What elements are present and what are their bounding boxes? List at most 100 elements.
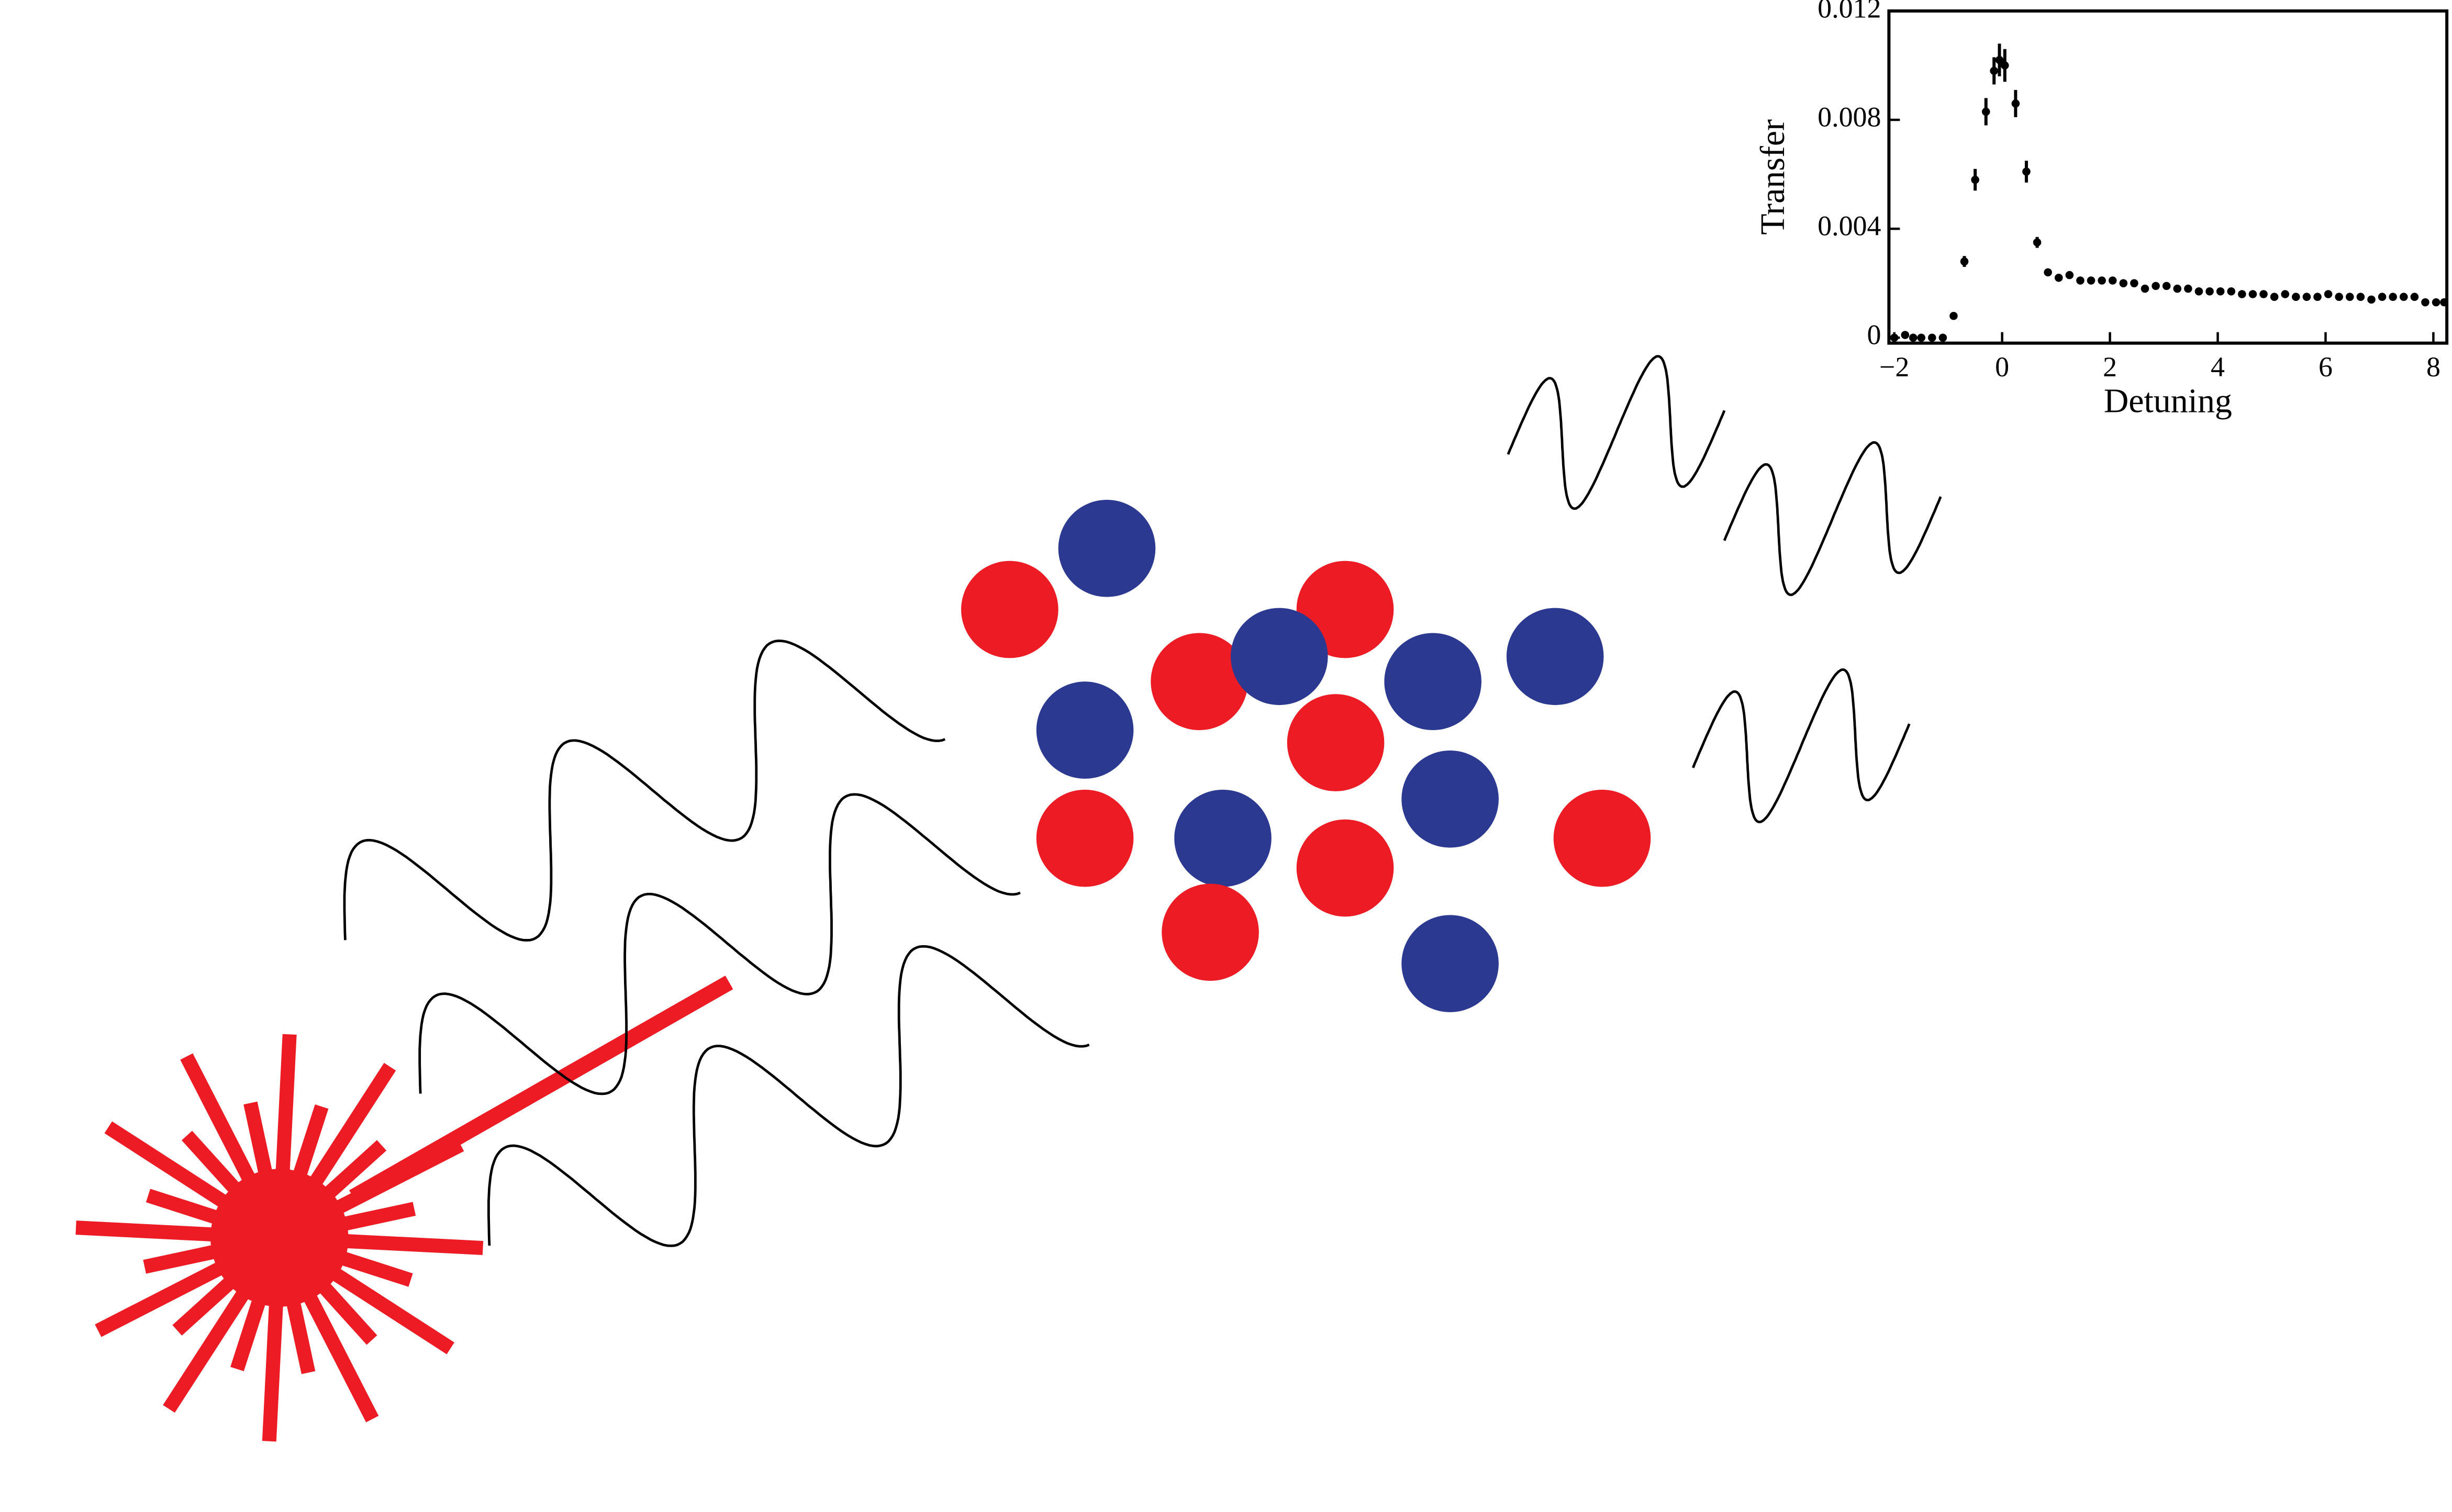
x-axis-label: Detuning: [2104, 382, 2232, 420]
wave: [418, 793, 1021, 1095]
blue-particle: [1174, 789, 1272, 887]
wave: [487, 945, 1090, 1247]
burst-ray: [279, 1230, 484, 1255]
data-point: [2227, 287, 2236, 296]
data-point: [2098, 276, 2106, 285]
blue-particle: [1036, 681, 1134, 779]
y-tick-label: 0: [1867, 319, 1881, 351]
red-particle: [1553, 789, 1651, 887]
x-tick-label: 2: [2103, 351, 2117, 383]
wave: [1507, 355, 1726, 510]
data-point: [2302, 293, 2311, 301]
y-tick-label: 0.012: [1818, 0, 1881, 24]
red-particle: [1287, 694, 1385, 791]
red-particle: [961, 561, 1058, 658]
data-point: [2410, 293, 2419, 301]
blue-particle: [1401, 751, 1499, 848]
data-point: [2313, 293, 2322, 301]
data-point: [2324, 290, 2333, 298]
data-point: [1960, 257, 1969, 266]
wave: [1691, 668, 1911, 823]
data-point: [2000, 61, 2009, 70]
data-point: [2184, 284, 2192, 293]
data-point: [2389, 293, 2397, 301]
waves: [343, 355, 1942, 1247]
data-point: [2346, 293, 2354, 301]
laser-beam: [349, 976, 733, 1204]
data-point: [2216, 287, 2225, 296]
red-particle: [1036, 789, 1134, 887]
data-point: [2152, 282, 2160, 290]
data-point: [1909, 333, 1918, 342]
data-point: [1917, 333, 1925, 342]
blue-particle: [1230, 608, 1328, 705]
data-point: [2270, 293, 2279, 301]
data-point: [1995, 55, 2004, 64]
blue-particle: [1058, 500, 1156, 597]
y-axis-label: Transfer: [1754, 119, 1792, 235]
data-point: [2087, 276, 2096, 285]
burst-ray: [272, 1034, 297, 1238]
data-point: [1981, 107, 1990, 116]
x-tick-label: 4: [2211, 351, 2225, 383]
y-tick-label: 0.008: [1818, 101, 1881, 132]
blue-particle: [1384, 633, 1481, 731]
burst-ray: [95, 1231, 283, 1337]
burst-ray: [275, 1231, 454, 1354]
red-particle: [1162, 883, 1259, 981]
blue-particle: [1506, 608, 1604, 705]
data-point: [2335, 293, 2343, 301]
data-point: [1901, 331, 1910, 339]
plot-frame: [1887, 9, 2449, 345]
inset-chart: Detuning Transfer −2 0 2 4 6 800.0040.0080.01…: [1754, 0, 2449, 420]
wave: [1723, 441, 1942, 596]
burst-ray: [273, 1234, 379, 1423]
red-particle: [1296, 819, 1394, 917]
x-tick-label: 8: [2426, 351, 2440, 383]
data-point: [2440, 298, 2448, 307]
y-tick-label: 0.004: [1818, 210, 1881, 242]
data-point: [2238, 290, 2246, 298]
data-point: [1971, 175, 1979, 184]
data-point: [1990, 66, 1998, 75]
data-point: [2065, 271, 2074, 279]
data-point: [2248, 290, 2257, 298]
data-point: [2399, 293, 2408, 301]
laser-burst: [75, 1034, 484, 1442]
data-point: [2108, 276, 2117, 285]
data-point: [2076, 276, 2085, 285]
data-point: [2011, 99, 2020, 108]
data-point: [2367, 295, 2376, 304]
data-point: [1927, 333, 1936, 342]
data-point: [2356, 293, 2365, 301]
data-point: [2205, 287, 2214, 296]
data-point: [2044, 268, 2052, 277]
data-point: [2281, 290, 2290, 298]
data-point: [2141, 284, 2149, 293]
data-point: [2292, 293, 2300, 301]
data-point: [2432, 298, 2440, 307]
data-point: [2421, 298, 2429, 307]
burst-ray: [262, 1237, 287, 1442]
data-point: [2173, 284, 2182, 293]
data-point: [2022, 167, 2031, 176]
burst-ray: [277, 1202, 416, 1245]
burst-ray: [180, 1053, 286, 1241]
x-tick-label: 0: [1995, 351, 2009, 383]
red-particle: [1151, 633, 1248, 731]
burst-ray: [75, 1220, 280, 1245]
blue-particle: [1401, 915, 1499, 1012]
x-tick-label: −2: [1879, 351, 1909, 383]
data-point: [2054, 273, 2063, 282]
particles: [961, 500, 1651, 1012]
data-point: [1890, 333, 1899, 342]
burst-ray: [273, 1062, 396, 1242]
data-point: [1938, 333, 1947, 342]
data-point: [2130, 279, 2138, 287]
burst-ray: [104, 1121, 284, 1244]
data-point: [1949, 311, 1958, 320]
data-point: [2378, 293, 2387, 301]
data-point: [2119, 279, 2128, 287]
